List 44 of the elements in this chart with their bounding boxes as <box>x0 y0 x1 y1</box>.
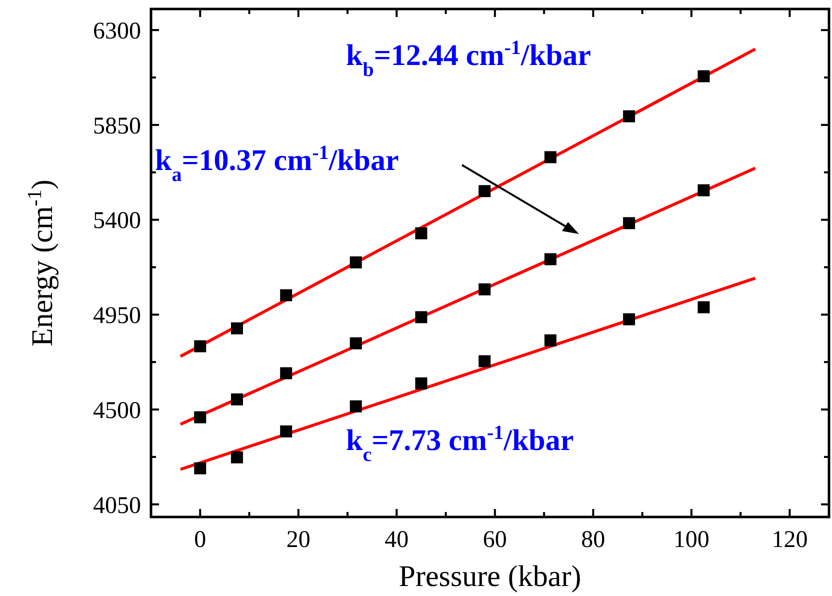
point <box>230 393 243 406</box>
point <box>478 185 491 198</box>
point <box>280 367 292 380</box>
point <box>544 151 556 164</box>
point <box>623 217 636 230</box>
point <box>415 311 428 324</box>
x-tick-label: 100 <box>673 527 710 553</box>
point <box>194 411 206 424</box>
y-tick-label: 4950 <box>93 303 141 330</box>
annotation: k$_{a}$=10.37 cm$^{-1}$/kbar <box>155 142 399 186</box>
point <box>350 400 362 412</box>
point <box>415 227 428 240</box>
point <box>230 322 243 334</box>
point <box>623 110 636 122</box>
x-tick-label: 40 <box>384 527 409 553</box>
y-tick-label: 4050 <box>93 492 141 519</box>
point <box>194 462 206 474</box>
x-tick-label: 120 <box>772 527 808 553</box>
point <box>698 70 710 82</box>
annotation: k$_{c}$=7.73 cm$^{-1}$/kbar <box>346 422 574 466</box>
x-tick-label: 0 <box>194 527 206 553</box>
annotation: k$_{b}$=12.44 cm$^{-1}$/kbar <box>346 37 591 81</box>
point <box>698 184 710 196</box>
point <box>280 289 292 302</box>
point <box>415 377 428 390</box>
y-tick-label: 5400 <box>93 208 141 234</box>
point <box>194 340 206 352</box>
point <box>350 337 362 350</box>
x-tick-label: 80 <box>581 527 606 553</box>
point <box>478 283 491 296</box>
point <box>623 313 636 326</box>
point <box>350 256 362 268</box>
point <box>478 355 491 368</box>
point <box>280 425 292 438</box>
x-axis-title: Pressure (kbar) <box>398 560 582 593</box>
point <box>544 334 556 346</box>
x-tick-label: 60 <box>482 527 507 553</box>
y-tick-label: 5850 <box>93 113 141 140</box>
point <box>698 301 710 314</box>
point <box>230 451 243 464</box>
y-tick-label: 6300 <box>93 18 141 44</box>
point <box>544 253 556 266</box>
x-tick-label: 20 <box>286 527 310 553</box>
y-tick-label: 4500 <box>93 398 141 424</box>
